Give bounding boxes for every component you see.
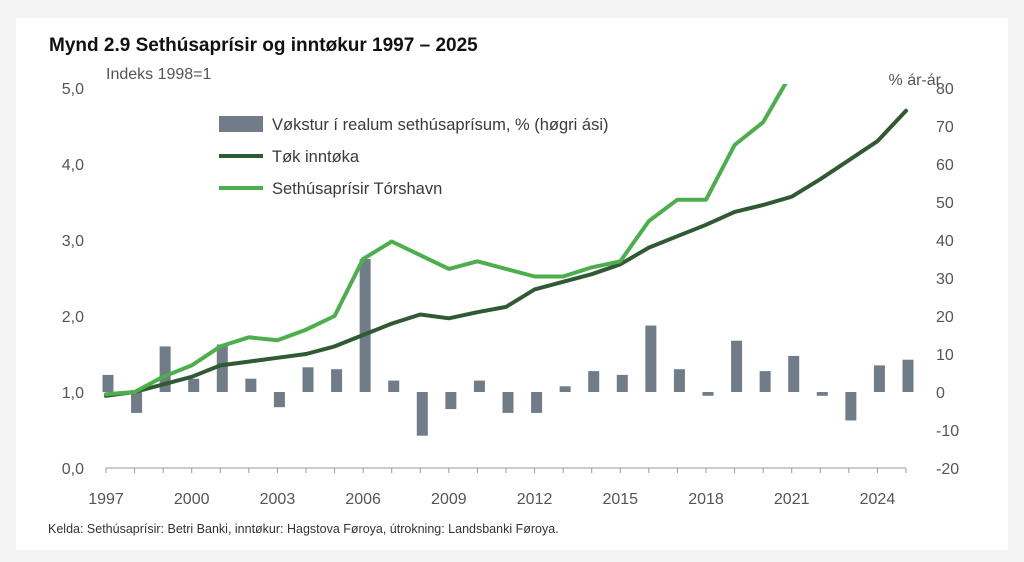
bar bbox=[788, 355, 800, 392]
bar bbox=[131, 392, 143, 413]
bar bbox=[702, 392, 714, 396]
right-tick-label: 0 bbox=[936, 385, 945, 402]
bar bbox=[302, 367, 314, 392]
bar bbox=[616, 374, 628, 392]
chart-card bbox=[16, 18, 1008, 550]
x-tick-label: 2021 bbox=[774, 491, 810, 508]
left-tick-label: 2,0 bbox=[62, 309, 84, 326]
x-tick-label: 2006 bbox=[345, 491, 381, 508]
left-axis-label: Indeks 1998=1 bbox=[106, 66, 212, 83]
x-tick-label: 2015 bbox=[602, 491, 638, 508]
income-line bbox=[104, 108, 908, 398]
bar bbox=[816, 392, 828, 396]
left-tick-label: 0,0 bbox=[62, 461, 84, 478]
x-tick-label: 2003 bbox=[260, 491, 296, 508]
bar bbox=[645, 325, 657, 392]
right-tick-label: 40 bbox=[936, 233, 954, 250]
right-tick-label: 70 bbox=[936, 119, 954, 136]
left-tick-label: 4,0 bbox=[62, 157, 84, 174]
bar bbox=[416, 392, 428, 436]
legend-label: Tøk inntøka bbox=[272, 148, 360, 166]
x-tick-label: 2018 bbox=[688, 491, 724, 508]
bar bbox=[102, 374, 114, 392]
legend-label: Sethúsaprísir Tórshavn bbox=[272, 180, 442, 198]
right-tick-label: -20 bbox=[936, 461, 959, 478]
bar bbox=[845, 392, 857, 421]
right-tick-label: 10 bbox=[936, 347, 954, 364]
bar bbox=[559, 386, 571, 392]
bar bbox=[873, 365, 885, 392]
right-tick-label: 80 bbox=[936, 81, 954, 98]
right-tick-label: 60 bbox=[936, 157, 954, 174]
x-tick-label: 2009 bbox=[431, 491, 467, 508]
right-axis-label: % ár-ár bbox=[889, 72, 942, 89]
legend-swatch-bars bbox=[219, 116, 263, 132]
house-price-line bbox=[104, 84, 788, 397]
bar bbox=[473, 380, 485, 392]
bar bbox=[331, 369, 343, 392]
bar bbox=[245, 378, 257, 392]
right-tick-label: -10 bbox=[936, 423, 959, 440]
bar bbox=[188, 378, 200, 392]
source-note: Kelda: Sethúsaprísir: Betri Banki, inntø… bbox=[48, 522, 559, 536]
bar bbox=[731, 340, 743, 392]
right-tick-label: 30 bbox=[936, 271, 954, 288]
left-tick-label: 5,0 bbox=[62, 81, 84, 98]
bar bbox=[273, 392, 285, 408]
bar bbox=[588, 371, 600, 392]
left-tick-label: 3,0 bbox=[62, 233, 84, 250]
legend-label: Vøkstur í realum sethúsaprísum, % (høgri… bbox=[272, 116, 609, 134]
left-tick-label: 1,0 bbox=[62, 385, 84, 402]
bar bbox=[359, 259, 371, 392]
chart-title: Mynd 2.9 Sethúsaprísir og inntøkur 1997 … bbox=[49, 35, 478, 56]
x-tick-label: 1997 bbox=[88, 491, 124, 508]
bar bbox=[388, 380, 400, 392]
bar bbox=[531, 392, 543, 413]
bar bbox=[902, 359, 914, 392]
x-tick-label: 2012 bbox=[517, 491, 553, 508]
bar bbox=[673, 369, 685, 392]
bar bbox=[216, 344, 228, 392]
right-tick-label: 50 bbox=[936, 195, 954, 212]
bar bbox=[445, 392, 457, 410]
right-tick-label: 20 bbox=[936, 309, 954, 326]
x-tick-label: 2000 bbox=[174, 491, 210, 508]
bar bbox=[502, 392, 514, 413]
bar bbox=[759, 371, 771, 392]
bar bbox=[159, 346, 171, 392]
x-tick-label: 2024 bbox=[860, 491, 896, 508]
